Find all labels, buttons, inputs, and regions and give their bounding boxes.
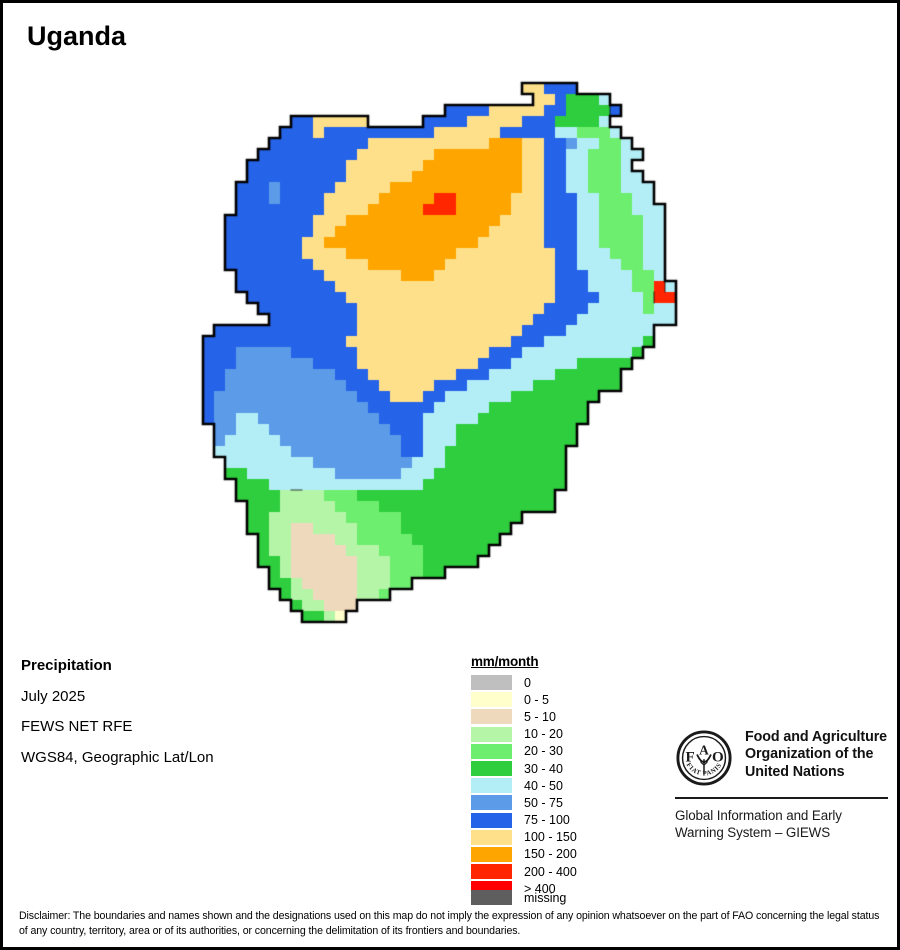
legend-swatch — [471, 846, 512, 862]
page-title: Uganda — [27, 21, 127, 51]
map-legend: mm/month 0 0 - 5 5 - 10 10 - 20 20 - 30 30 - … — [471, 654, 601, 897]
legend-row: 40 - 50 — [471, 777, 601, 794]
legend-swatch — [471, 864, 512, 880]
fao-organization-name: Food and Agriculture Organization of the U… — [745, 729, 887, 781]
legend-row: 10 - 20 — [471, 726, 601, 743]
legend-label: 0 - 5 — [524, 692, 550, 707]
legend-swatch — [471, 778, 512, 794]
legend-swatch — [471, 743, 512, 759]
info-projection: WGS84, Geographic Lat/Lon — [21, 748, 214, 766]
legend-row: 75 - 100 — [471, 812, 601, 829]
info-period: July 2025 — [21, 687, 86, 705]
map-disclaimer: Disclaimer: The boundaries and names sho… — [19, 910, 880, 937]
legend-label: 5 - 10 — [524, 709, 556, 724]
legend-swatch — [471, 692, 512, 708]
fao-organization-line: Food and Agriculture — [745, 729, 888, 745]
legend-label: 100 - 150 — [524, 830, 577, 845]
legend-title: mm/month — [471, 654, 539, 669]
legend-row: 0 - 5 — [471, 691, 601, 708]
legend-swatch — [471, 829, 512, 845]
legend-label: 20 - 30 — [524, 744, 563, 759]
legend-rows: 0 0 - 5 5 - 10 10 - 20 20 - 30 30 - 40 40 - 50… — [471, 674, 601, 897]
info-source: FEWS NET RFE — [21, 718, 133, 735]
legend-row: 100 - 150 — [471, 829, 601, 846]
legend-label: 75 - 100 — [524, 813, 570, 828]
legend-label: 50 - 75 — [524, 795, 563, 810]
svg-text:O: O — [712, 749, 724, 765]
legend-swatch — [471, 761, 512, 777]
info-variable: Precipitation — [21, 657, 112, 674]
legend-row: 20 - 30 — [471, 743, 601, 760]
fao-divider — [675, 797, 888, 799]
legend-label: 40 - 50 — [524, 778, 563, 793]
legend-row: 150 - 200 — [471, 846, 601, 863]
legend-label: 0 — [524, 675, 531, 690]
legend-label: 150 - 200 — [524, 847, 577, 862]
legend-swatch-missing — [471, 890, 512, 905]
fao-organization-line: United Nations — [745, 763, 845, 780]
fao-giews-line: Warning System – GIEWS — [675, 824, 831, 840]
legend-row: 30 - 40 — [471, 760, 601, 777]
precipitation-map — [3, 58, 897, 658]
fao-header: F A O FIAT PANIS Food and Agriculture Org… — [675, 729, 890, 787]
legend-swatch — [471, 675, 512, 691]
legend-row: 0 — [471, 674, 601, 691]
legend-row-missing: missing — [471, 890, 566, 905]
legend-row: 200 - 400 — [471, 863, 601, 880]
fao-organization-line: Organization of the — [745, 746, 874, 763]
legend-label: 10 - 20 — [524, 727, 563, 742]
legend-row: 5 - 10 — [471, 708, 601, 725]
legend-label: > 400 — [524, 881, 556, 896]
fao-logo-icon: F A O FIAT PANIS — [676, 730, 732, 786]
legend-row: 50 - 75 — [471, 794, 601, 811]
legend-swatch — [471, 795, 512, 811]
fao-giews-line: Global Information and Early — [675, 808, 842, 823]
legend-swatch — [471, 726, 512, 742]
svg-text:F: F — [685, 749, 694, 765]
legend-label: 200 - 400 — [524, 864, 577, 879]
legend-label-missing: missing — [524, 890, 567, 905]
fao-branding: F A O FIAT PANIS Food and Agriculture Org… — [675, 729, 890, 842]
legend-swatch — [471, 812, 512, 828]
legend-swatch — [471, 709, 512, 725]
fao-giews-name: Global Information and Early Warning Syst… — [675, 808, 890, 842]
svg-text:A: A — [699, 743, 709, 758]
map-raster-canvas — [3, 58, 897, 658]
map-info-block: Precipitation July 2025 FEWS NET RFE WGS… — [21, 657, 321, 780]
legend-label: 30 - 40 — [524, 761, 563, 776]
